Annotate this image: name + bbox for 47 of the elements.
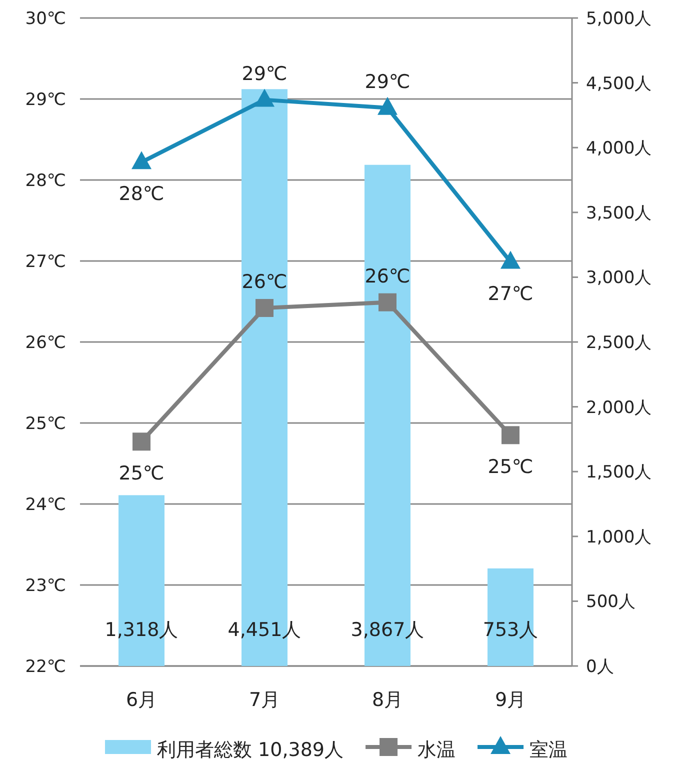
data-label: 28℃	[118, 183, 164, 206]
y-tick-label: 29℃	[25, 90, 66, 110]
data-label: 753人	[482, 619, 538, 641]
legend-label: 室温	[530, 739, 568, 761]
y-tick-label: 24℃	[25, 495, 66, 515]
y2-tick-label: 2,500人	[586, 333, 652, 353]
y2-tick-label: 4,000人	[586, 138, 652, 159]
point	[500, 250, 520, 269]
y2-tick-label: 2,000人	[586, 398, 652, 418]
y2-tick-label: 4,500人	[586, 74, 652, 94]
x-tick-label: 8月	[372, 689, 404, 711]
data-label: 4,451人	[228, 619, 302, 641]
data-label: 26℃	[364, 265, 410, 288]
point	[502, 426, 520, 444]
y2-tick-label: 1,500人	[586, 462, 652, 483]
data-label: 27℃	[488, 282, 534, 305]
point	[378, 96, 398, 115]
data-label: 25℃	[118, 462, 164, 485]
y-tick-label: 26℃	[25, 333, 66, 353]
point	[132, 432, 150, 451]
point	[256, 298, 274, 317]
data-label: 3,867人	[350, 619, 424, 641]
y-tick-label: 30℃	[25, 9, 66, 29]
legend-label: 利用者総数 10,389人	[157, 739, 344, 761]
x-tick-label: 9月	[494, 689, 526, 711]
point	[132, 151, 152, 170]
y2-tick-label: 5,000人	[586, 9, 652, 29]
y2-tick-label: 3,000人	[586, 268, 652, 288]
y-tick-label: 25℃	[25, 414, 66, 434]
data-label: 29℃	[364, 70, 410, 93]
data-label: 26℃	[242, 270, 288, 293]
point	[378, 293, 396, 312]
y-tick-label: 28℃	[25, 171, 66, 191]
x-tick-label: 7月	[248, 689, 280, 711]
data-label: 29℃	[242, 62, 288, 85]
y2-tick-label: 500人	[586, 592, 636, 612]
data-label: 25℃	[488, 456, 534, 478]
y-tick-label: 23℃	[25, 576, 66, 596]
point	[254, 88, 274, 107]
y-tick-label: 22℃	[25, 657, 66, 677]
x-tick-label: 6月	[126, 689, 158, 711]
y2-tick-label: 0人	[586, 657, 614, 677]
legend-label: 水温	[418, 739, 456, 761]
y2-tick-label: 3,500人	[586, 203, 652, 224]
y2-tick-label: 1,000人	[586, 527, 652, 548]
data-label: 1,318人	[104, 619, 178, 641]
y-tick-label: 27℃	[25, 252, 66, 272]
